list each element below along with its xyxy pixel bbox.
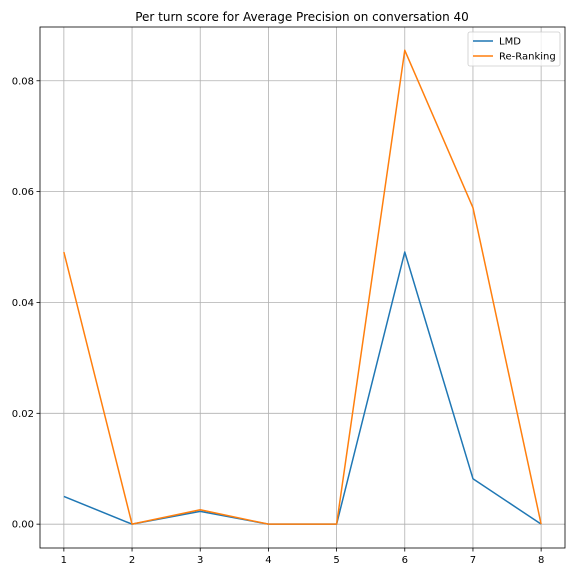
grid bbox=[40, 27, 565, 548]
x-tick-label: 5 bbox=[333, 555, 339, 566]
x-tick-label: 6 bbox=[402, 555, 408, 566]
series-line-re-ranking bbox=[63, 49, 542, 525]
series-line-lmd bbox=[63, 251, 542, 525]
x-axis-ticks: 1 2 3 4 5 6 7 8 bbox=[61, 548, 544, 566]
legend: LMD Re-Ranking bbox=[467, 31, 561, 67]
x-tick-label: 7 bbox=[470, 555, 476, 566]
series-lines bbox=[63, 49, 542, 525]
y-tick-label: 0.06 bbox=[12, 187, 34, 198]
y-tick-label: 0.02 bbox=[12, 409, 34, 420]
legend-label: LMD bbox=[499, 37, 521, 48]
plot-frame bbox=[39, 26, 566, 549]
y-tick-label: 0.04 bbox=[12, 298, 34, 309]
chart-title: Per turn score for Average Precision on … bbox=[135, 10, 469, 24]
x-tick-label: 1 bbox=[61, 555, 67, 566]
y-tick-label: 0.00 bbox=[12, 520, 34, 531]
x-tick-label: 4 bbox=[265, 555, 271, 566]
x-tick-label: 2 bbox=[129, 555, 135, 566]
x-tick-label: 8 bbox=[538, 555, 544, 566]
legend-label: Re-Ranking bbox=[499, 52, 556, 63]
y-tick-label: 0.08 bbox=[12, 76, 34, 87]
x-tick-label: 3 bbox=[197, 555, 203, 566]
y-axis-ticks: 0.00 0.02 0.04 0.06 0.08 bbox=[12, 76, 40, 531]
